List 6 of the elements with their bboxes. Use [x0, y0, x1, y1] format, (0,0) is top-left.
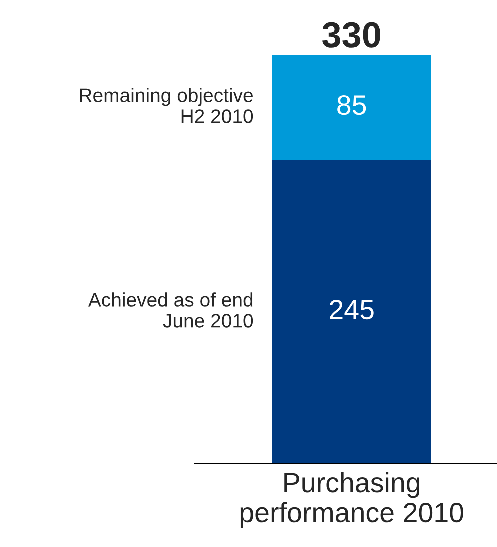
- total-label: 330: [322, 22, 380, 48]
- data-label: 85: [338, 95, 366, 116]
- series-label: Achieved as of end June 2010: [88, 292, 254, 328]
- data-label: 245: [330, 300, 374, 320]
- series-label: Remaining objective H2 2010: [80, 88, 254, 124]
- x-tick-label: Purchasing performance 2010: [240, 472, 464, 528]
